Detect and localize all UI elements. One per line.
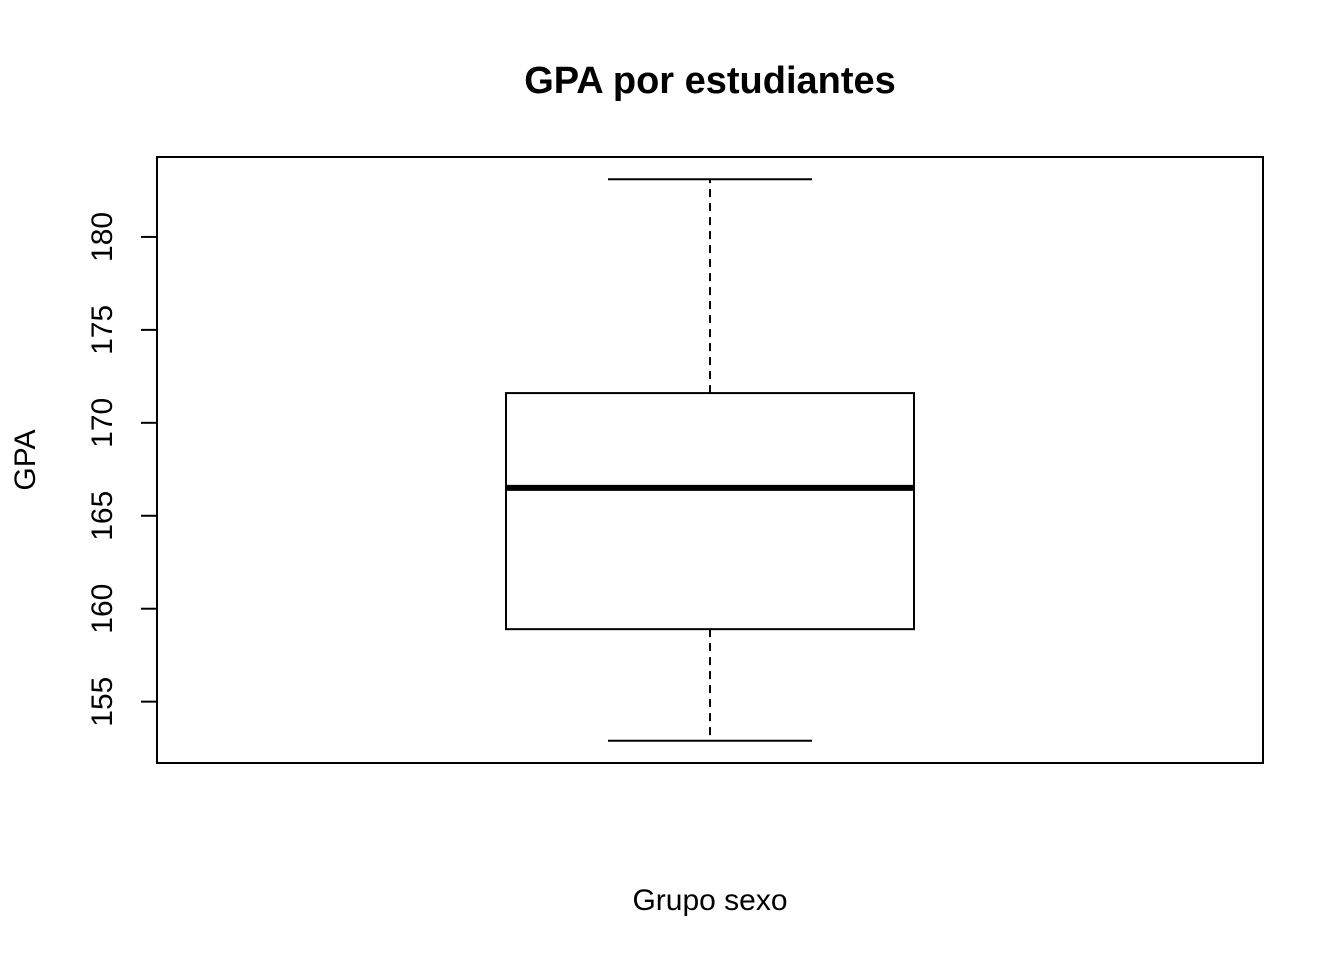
x-axis-label: Grupo sexo <box>632 884 787 917</box>
y-tick-label: 165 <box>86 491 119 541</box>
y-tick-label: 170 <box>86 398 119 448</box>
y-axis: 155 160 165 170 175 180 <box>86 212 158 727</box>
y-tick-label: 175 <box>86 305 119 355</box>
y-tick-label: 160 <box>86 584 119 634</box>
y-axis-label: GPA <box>9 429 42 490</box>
y-tick-label: 180 <box>86 212 119 262</box>
box-plot <box>505 178 915 742</box>
interquartile-box <box>505 392 915 631</box>
chart-title: GPA por estudiantes <box>524 60 896 102</box>
y-tick-label: 155 <box>86 677 119 727</box>
